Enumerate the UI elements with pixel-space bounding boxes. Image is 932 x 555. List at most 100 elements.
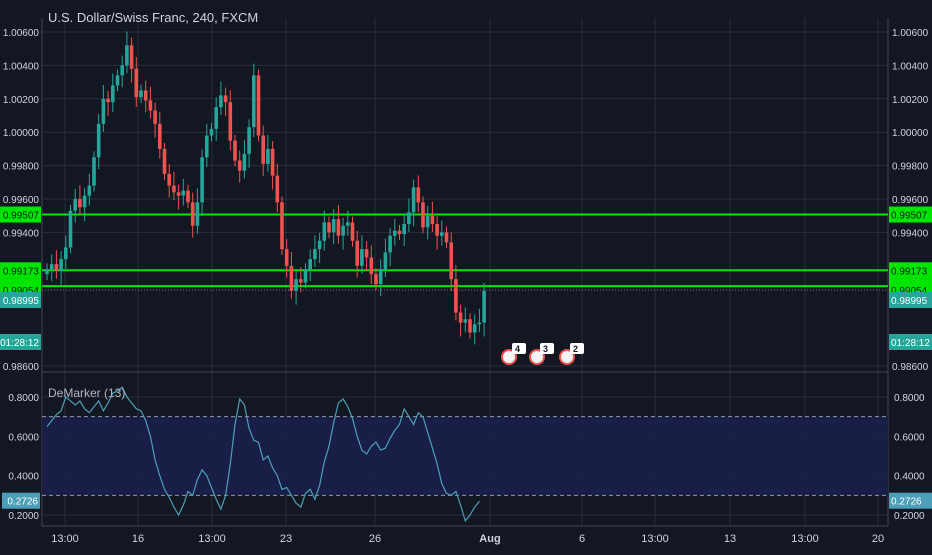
candle-body xyxy=(299,279,303,283)
price-tick-label-left: 1.00600 xyxy=(3,28,40,39)
bid-price-tag-right-bg xyxy=(889,292,932,309)
candle-body xyxy=(477,322,482,325)
candle-body xyxy=(416,187,421,203)
candle-body xyxy=(393,230,397,236)
candle-body xyxy=(440,232,444,236)
level-tag-left: 0.99173 xyxy=(3,266,40,277)
candle-body xyxy=(190,202,195,226)
candle-body xyxy=(266,148,270,164)
candle-body xyxy=(172,185,176,193)
candle-body xyxy=(322,222,327,241)
candle-body xyxy=(82,195,87,208)
level-tag-right-bg xyxy=(889,206,932,223)
candle-body xyxy=(162,148,167,174)
time-tick-label: 26 xyxy=(369,533,381,545)
price-tick-label-left: 0.98600 xyxy=(3,362,40,373)
price-tick-label-right: 1.00400 xyxy=(892,61,929,72)
candle-body xyxy=(242,153,247,171)
event-badge xyxy=(540,343,554,354)
last-price-tag-left: 0.99054 xyxy=(3,286,40,297)
demarker-tick-label-right: 0.4000 xyxy=(894,472,925,483)
time-tick-label: 20 xyxy=(872,533,884,545)
event-badge-count: 4 xyxy=(515,344,520,354)
last-price-tag-right: 0.99054 xyxy=(891,286,928,297)
bid-price-tag-left-bg xyxy=(0,292,41,309)
candle-body xyxy=(289,265,294,291)
candle-body xyxy=(350,222,355,241)
countdown-tag-right-bg xyxy=(889,334,932,350)
demarker-band xyxy=(42,416,888,496)
candle-body xyxy=(346,222,350,226)
candle-body xyxy=(78,199,82,208)
candle-body xyxy=(92,157,96,186)
candle-body xyxy=(200,157,204,203)
time-tick-label: 13:00 xyxy=(791,533,819,545)
candle-body xyxy=(219,95,223,108)
time-tick-label: 23 xyxy=(280,533,292,545)
candle-body xyxy=(247,127,251,154)
bid-price-tag-left: 0.98995 xyxy=(3,296,40,307)
event-flag-icon xyxy=(501,349,517,365)
price-tick-label-right: 0.99600 xyxy=(892,195,929,206)
candle-body xyxy=(482,290,486,323)
candle-body xyxy=(68,210,73,248)
price-tick-label-right: 0.99400 xyxy=(892,228,929,239)
event-badge xyxy=(570,343,584,354)
demarker-tick-label-right: 0.6000 xyxy=(894,432,925,443)
demarker-value-tag-right-bg xyxy=(889,492,932,509)
time-tick-label: 13:00 xyxy=(51,533,79,545)
candle-body xyxy=(45,269,49,275)
event-flag-icon xyxy=(529,349,545,365)
countdown-tag-left-bg xyxy=(0,334,41,350)
candle-body xyxy=(421,202,425,228)
candle-body xyxy=(143,90,148,101)
time-tick-label: 13 xyxy=(724,533,736,545)
candle-body xyxy=(148,100,153,111)
candle-body xyxy=(256,75,261,136)
candle-body xyxy=(444,232,449,243)
candle-body xyxy=(115,75,120,86)
candle-body xyxy=(54,264,59,271)
price-tick-label-left: 0.99600 xyxy=(3,195,40,206)
candle-body xyxy=(355,240,359,266)
candle-body xyxy=(275,175,280,203)
candle-body xyxy=(129,45,134,69)
demarker-tick-label-left: 0.8000 xyxy=(8,393,39,404)
candle-body xyxy=(49,264,54,270)
price-tick-label-right: 0.98600 xyxy=(892,362,929,373)
candle-body xyxy=(73,199,77,211)
demarker-value-tag-left-bg xyxy=(2,492,40,509)
time-tick-label: Aug xyxy=(479,533,500,545)
candle-body xyxy=(64,247,68,260)
candle-body xyxy=(331,219,336,233)
candle-body xyxy=(454,279,458,313)
indicator-title: DeMarker (13) xyxy=(48,386,126,400)
demarker-value-tag-right: 0.2726 xyxy=(891,497,922,508)
candle-body xyxy=(411,187,416,213)
candle-body xyxy=(430,215,435,225)
demarker-tick-label-left: 0.2000 xyxy=(8,511,39,522)
candle-body xyxy=(205,135,209,158)
candle-body xyxy=(360,249,364,266)
time-tick-label: 6 xyxy=(579,533,585,545)
candle-body xyxy=(449,242,453,280)
candle-body xyxy=(125,45,129,66)
price-tick-label-right: 1.00000 xyxy=(892,128,929,139)
candle-body xyxy=(294,279,298,291)
demarker-tick-label-right: 0.8000 xyxy=(894,393,925,404)
candle-body xyxy=(106,98,110,103)
candle-body xyxy=(167,173,171,186)
candle-body xyxy=(176,192,181,196)
price-tick-label-right: 1.00600 xyxy=(892,28,929,39)
candle-body xyxy=(209,128,214,136)
candle-body xyxy=(158,123,162,149)
candle-body xyxy=(223,95,228,103)
candle-body xyxy=(233,140,237,161)
bid-price-tag-right: 0.98995 xyxy=(891,296,928,307)
candle-body xyxy=(369,257,374,275)
demarker-tick-label-left: 0.6000 xyxy=(8,432,39,443)
candle-body xyxy=(468,319,472,333)
candle-body xyxy=(383,252,388,270)
candle-body xyxy=(111,85,115,103)
